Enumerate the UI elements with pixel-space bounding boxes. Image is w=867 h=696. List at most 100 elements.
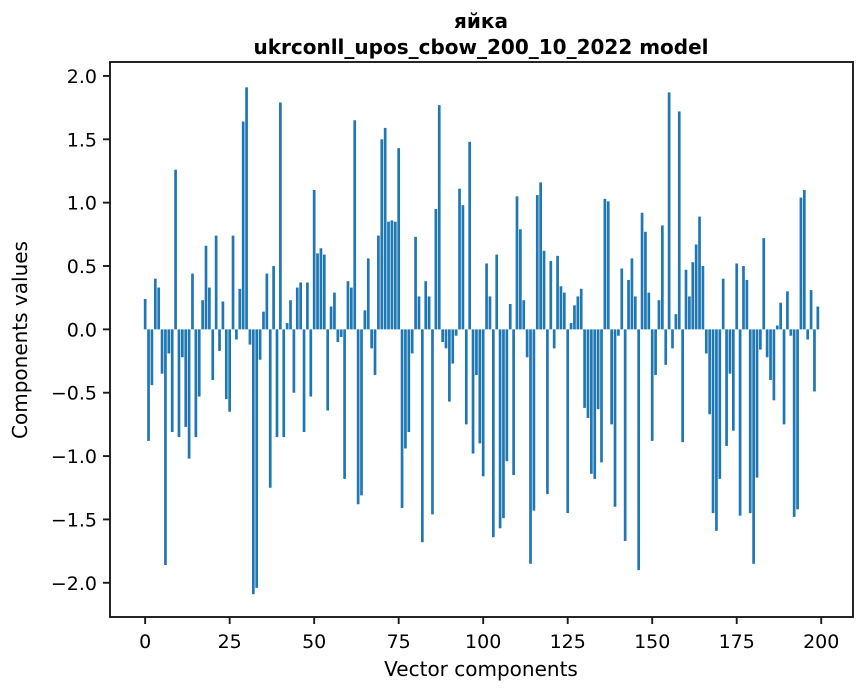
bar bbox=[410, 329, 414, 354]
bar bbox=[316, 253, 319, 330]
bar bbox=[505, 329, 509, 462]
bar bbox=[417, 296, 421, 330]
bar bbox=[802, 189, 806, 330]
bar bbox=[546, 329, 549, 495]
bar bbox=[748, 329, 752, 514]
bar bbox=[728, 329, 732, 374]
bar bbox=[258, 329, 262, 360]
bar bbox=[691, 262, 695, 330]
bar bbox=[387, 221, 390, 330]
bar bbox=[177, 329, 181, 438]
bar bbox=[204, 245, 208, 330]
bar bbox=[759, 329, 762, 350]
y-tick-label: −2.0 bbox=[51, 573, 97, 595]
bar bbox=[481, 329, 485, 477]
bar bbox=[268, 329, 272, 488]
bar bbox=[495, 254, 499, 330]
bar bbox=[366, 258, 370, 330]
bar bbox=[164, 329, 167, 566]
bar bbox=[562, 292, 566, 330]
bar bbox=[488, 296, 492, 330]
bar bbox=[721, 278, 725, 330]
bar bbox=[491, 329, 495, 538]
bar bbox=[566, 329, 570, 514]
y-tick-label: 1.5 bbox=[67, 129, 97, 151]
bar bbox=[201, 300, 204, 330]
bar bbox=[718, 329, 722, 479]
bar bbox=[539, 182, 542, 330]
bar bbox=[143, 298, 147, 330]
bar bbox=[667, 92, 671, 330]
bar bbox=[153, 278, 157, 330]
bar bbox=[772, 329, 776, 401]
bar bbox=[786, 291, 789, 330]
bar bbox=[275, 329, 279, 438]
bar bbox=[586, 329, 590, 419]
bar bbox=[241, 121, 245, 330]
bar bbox=[322, 254, 326, 330]
bar bbox=[498, 329, 502, 529]
bar bbox=[552, 329, 556, 349]
bar bbox=[302, 329, 306, 432]
x-tick-label: 0 bbox=[139, 631, 151, 653]
bar bbox=[515, 196, 519, 330]
bar bbox=[306, 282, 309, 330]
bar bbox=[295, 287, 299, 330]
bar bbox=[775, 325, 779, 330]
bar bbox=[461, 205, 465, 330]
bar bbox=[370, 329, 373, 349]
x-tick-label: 175 bbox=[719, 631, 755, 653]
bar bbox=[404, 329, 407, 449]
bar bbox=[424, 281, 428, 330]
bar bbox=[414, 236, 417, 330]
bar bbox=[813, 329, 816, 392]
bar bbox=[508, 304, 512, 330]
bar bbox=[187, 329, 191, 459]
bar bbox=[593, 329, 597, 479]
bar bbox=[590, 329, 593, 474]
bar bbox=[752, 329, 755, 564]
bar bbox=[265, 273, 269, 330]
bar bbox=[664, 329, 668, 365]
bar bbox=[174, 169, 177, 330]
bar bbox=[214, 235, 218, 330]
bar bbox=[309, 329, 313, 397]
y-tick-label: 2.0 bbox=[67, 66, 97, 88]
bar bbox=[282, 329, 286, 438]
bar bbox=[742, 266, 745, 330]
bar bbox=[478, 329, 482, 444]
bar bbox=[522, 300, 526, 330]
bar bbox=[502, 329, 505, 519]
y-tick-label: −1.5 bbox=[51, 509, 97, 531]
y-tick-label: 0.5 bbox=[67, 256, 97, 278]
bar bbox=[610, 329, 613, 425]
bar bbox=[150, 329, 154, 386]
plot-area bbox=[109, 61, 854, 618]
bar bbox=[285, 323, 289, 330]
bar bbox=[701, 266, 705, 330]
bar bbox=[326, 329, 330, 411]
bar bbox=[299, 282, 302, 330]
bar bbox=[715, 329, 718, 531]
bar bbox=[606, 201, 610, 330]
bar bbox=[373, 329, 377, 375]
x-tick-label: 25 bbox=[218, 631, 242, 653]
bar bbox=[640, 212, 644, 330]
bar bbox=[779, 302, 783, 330]
bar bbox=[735, 263, 739, 330]
bar bbox=[613, 329, 617, 507]
bar bbox=[170, 329, 174, 432]
bar bbox=[806, 329, 810, 340]
bar bbox=[194, 329, 198, 438]
bar bbox=[519, 229, 522, 330]
bar bbox=[221, 301, 225, 330]
bar bbox=[377, 235, 380, 330]
bar bbox=[708, 329, 712, 415]
bar bbox=[535, 195, 539, 330]
bar bbox=[167, 329, 171, 354]
bar bbox=[576, 296, 580, 330]
bar bbox=[556, 255, 559, 330]
bar bbox=[454, 329, 458, 336]
bar bbox=[224, 329, 228, 400]
